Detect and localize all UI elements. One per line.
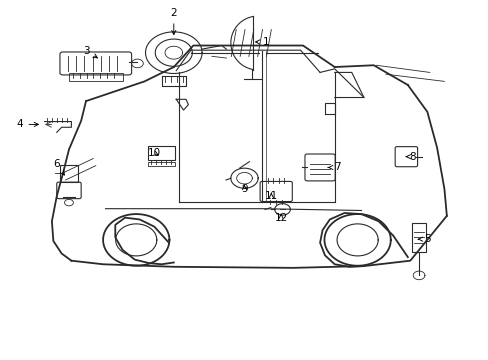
Bar <box>148 162 175 166</box>
Text: 2: 2 <box>170 8 177 35</box>
Text: 12: 12 <box>274 213 287 222</box>
Bar <box>411 223 425 252</box>
Bar <box>60 165 78 182</box>
Text: 10: 10 <box>147 148 161 158</box>
Text: 8: 8 <box>406 152 415 162</box>
Bar <box>148 146 175 160</box>
Text: 11: 11 <box>264 191 277 201</box>
Text: 7: 7 <box>327 162 340 172</box>
Text: 3: 3 <box>82 46 97 58</box>
Text: 5: 5 <box>417 234 430 244</box>
Text: 4: 4 <box>17 120 38 129</box>
Bar <box>69 73 122 81</box>
Text: 6: 6 <box>53 159 64 175</box>
Text: 9: 9 <box>241 184 247 194</box>
Text: 1: 1 <box>255 37 269 47</box>
